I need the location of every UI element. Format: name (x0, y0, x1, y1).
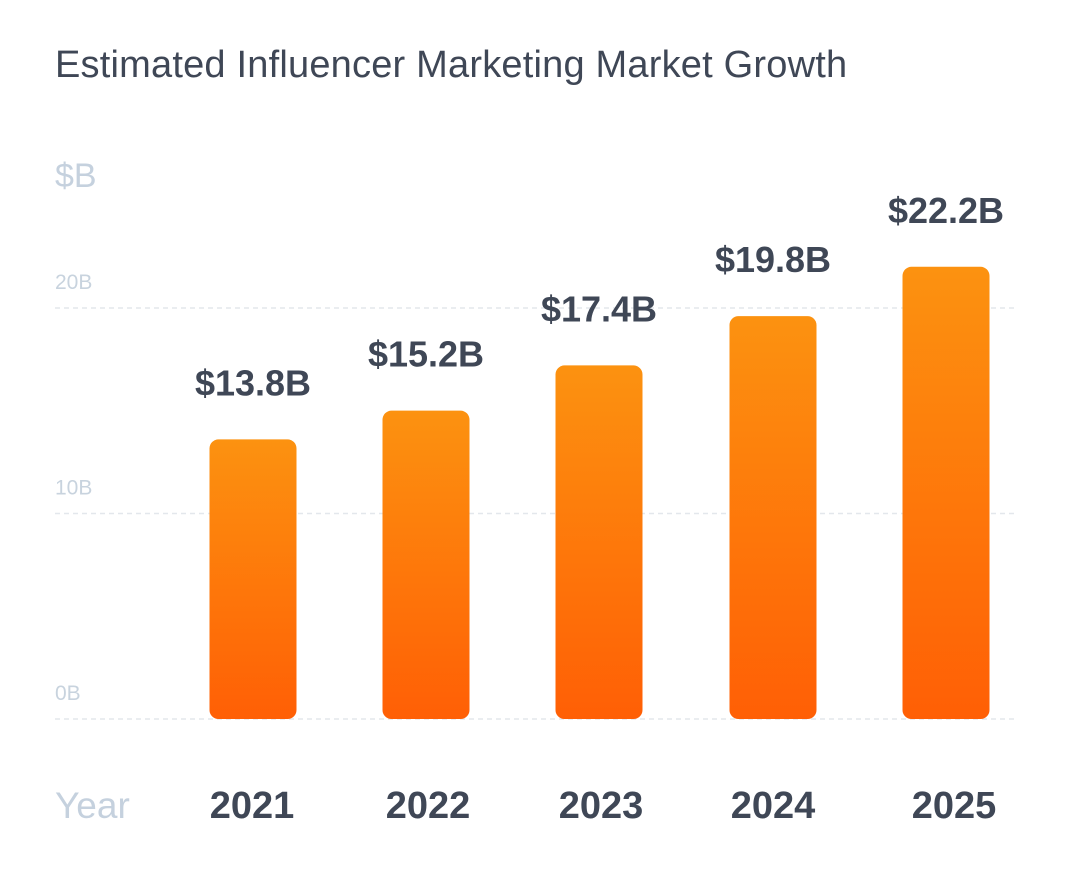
category-label-2021: 2021 (210, 785, 295, 827)
category-label-2024: 2024 (731, 785, 816, 827)
category-label-2022: 2022 (386, 785, 471, 827)
category-label-2025: 2025 (912, 785, 997, 827)
value-label-2023: $17.4B (541, 288, 657, 329)
bars (209, 266, 990, 719)
x-category-labels: 2021 2022 2023 2024 2025 (210, 785, 997, 827)
value-labels: $13.8B $15.2B $17.4B $19.8B $22.2B (195, 190, 1004, 404)
y-tick-label: 20B (55, 271, 92, 294)
bar-2023 (555, 365, 643, 719)
x-axis-label: Year (55, 785, 130, 826)
bar-2025 (902, 266, 990, 719)
category-label-2023: 2023 (559, 785, 644, 827)
gridlines (55, 307, 1018, 720)
y-tick-labels: 0B 10B 20B (55, 271, 92, 705)
chart-title: Estimated Influencer Marketing Market Gr… (55, 44, 848, 86)
value-label-2024: $19.8B (715, 239, 831, 280)
bar-2021 (209, 439, 297, 719)
y-tick-label: 0B (55, 682, 81, 705)
value-label-2025: $22.2B (888, 190, 1004, 231)
y-tick-label: 10B (55, 477, 92, 500)
value-label-2022: $15.2B (368, 334, 484, 375)
bar-2024 (729, 316, 817, 719)
value-label-2021: $13.8B (195, 362, 311, 403)
bar-2022 (382, 410, 470, 719)
y-axis-unit-label: $B (55, 157, 97, 195)
